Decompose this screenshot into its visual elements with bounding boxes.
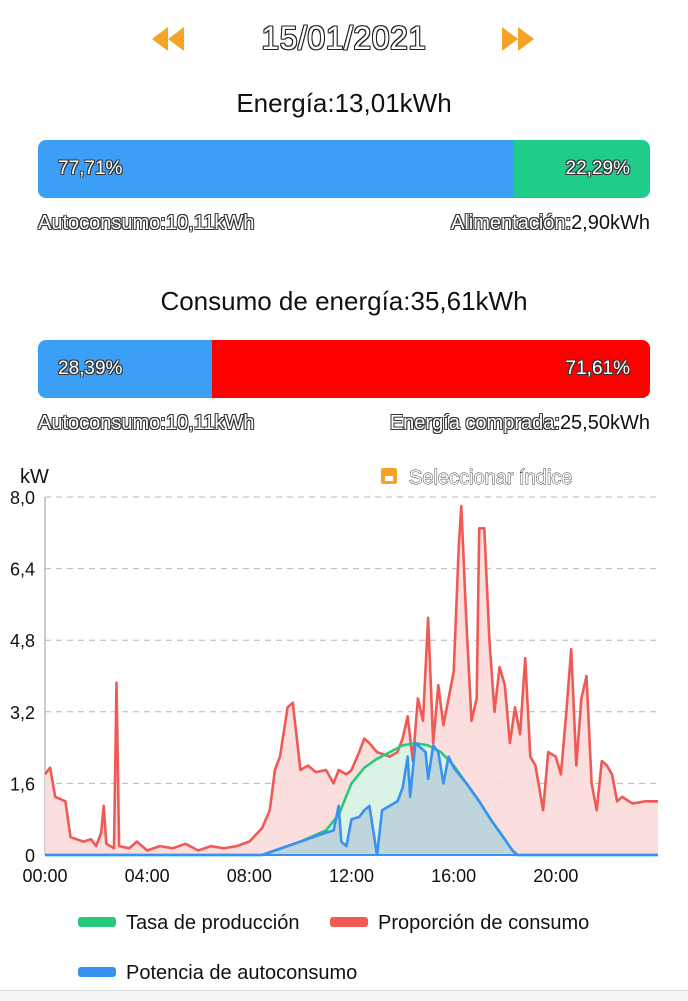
legend-consumption[interactable]: Proporción de consumo xyxy=(330,912,589,935)
series-line-1 xyxy=(43,504,658,852)
consumption-left-percent: 28,39% xyxy=(58,358,123,379)
power-chart: kW Seleccionar índice 0 1,6 3,2 4,8 6,4 8,0 00:0… xyxy=(10,466,658,885)
energy-self-consumption-segment: 77,71% xyxy=(38,140,514,198)
consumption-purchased-name: Energía comprada: xyxy=(389,412,560,434)
y-tick-label: 4,8 xyxy=(10,631,35,651)
consumption-right-percent: 71,61% xyxy=(565,358,630,379)
consumption-self-consumption-segment: 28,39% xyxy=(38,340,212,398)
consumption-self-consumption-label: Autoconsumo:10,11kWh xyxy=(38,412,255,434)
selected-date[interactable]: 15/01/2021 xyxy=(261,20,427,56)
legend-self-consumption-label: Potencia de autoconsumo xyxy=(126,962,358,984)
next-day-icon[interactable] xyxy=(498,24,538,54)
energy-feed-in-name: Alimentación: xyxy=(451,212,572,234)
bottom-navigation-bar xyxy=(0,990,688,1001)
series-area-2 xyxy=(45,743,658,855)
energy-title: Energía:13,01kWh xyxy=(236,88,452,118)
legend-production-label: Tasa de producción xyxy=(126,912,300,934)
consumption-title: Consumo de energía:35,61kWh xyxy=(160,286,528,316)
legend-production[interactable]: Tasa de producción xyxy=(78,912,299,935)
consumption-purchased-segment: 71,61% xyxy=(211,340,650,398)
legend-consumption-label: Proporción de consumo xyxy=(378,912,590,934)
y-tick-label: 6,4 xyxy=(10,560,35,580)
energy-feed-in-value: 2,90kWh xyxy=(571,212,650,234)
x-tick-label: 12:00 xyxy=(329,866,374,885)
series-area-1 xyxy=(45,505,658,855)
y-tick-label: 1,6 xyxy=(10,774,35,794)
x-tick-label: 20:00 xyxy=(533,866,578,885)
energy-right-percent: 22,29% xyxy=(565,158,630,179)
consumption-bar: 28,39% 71,61% xyxy=(38,340,650,398)
consumption-purchased-value: 25,50kWh xyxy=(559,412,650,434)
y-tick-label: 3,2 xyxy=(10,703,35,723)
date-navigator: 15/01/2021 xyxy=(0,18,688,62)
legend-production-swatch xyxy=(78,916,116,927)
consumption-purchased-label: Energía comprada:25,50kWh xyxy=(390,412,650,435)
select-index-icon-inner xyxy=(385,476,393,481)
legend-self-consumption-swatch xyxy=(78,966,116,977)
series-area-0 xyxy=(45,743,658,855)
legend-consumption-swatch xyxy=(330,916,368,927)
energy-bar: 77,71% 22,29% xyxy=(38,140,650,198)
x-tick-label: 16:00 xyxy=(431,866,476,885)
energy-self-consumption-label: Autoconsumo:10,11kWh xyxy=(38,212,255,234)
x-tick-label: 08:00 xyxy=(227,866,272,885)
previous-day-icon[interactable] xyxy=(148,24,188,54)
x-tick-label: 00:00 xyxy=(22,866,67,885)
y-tick-label: 8,0 xyxy=(10,488,35,508)
energy-stats: Autoconsumo:10,11kWh Alimentación:2,90kW… xyxy=(38,212,650,240)
series-line-2 xyxy=(45,741,658,857)
legend-self-consumption[interactable]: Potencia de autoconsumo xyxy=(78,962,357,985)
consumption-stats: Autoconsumo:10,11kWh Energía comprada:25… xyxy=(38,412,650,440)
x-tick-label: 04:00 xyxy=(125,866,170,885)
energy-feed-in-label: Alimentación:2,90kWh xyxy=(451,212,650,235)
select-index-label[interactable]: Seleccionar índice xyxy=(409,467,573,490)
y-tick-label: 0 xyxy=(25,846,35,866)
y-axis-unit: kW xyxy=(20,466,49,488)
energy-feed-in-segment: 22,29% xyxy=(513,140,650,198)
energy-left-percent: 77,71% xyxy=(58,158,123,179)
